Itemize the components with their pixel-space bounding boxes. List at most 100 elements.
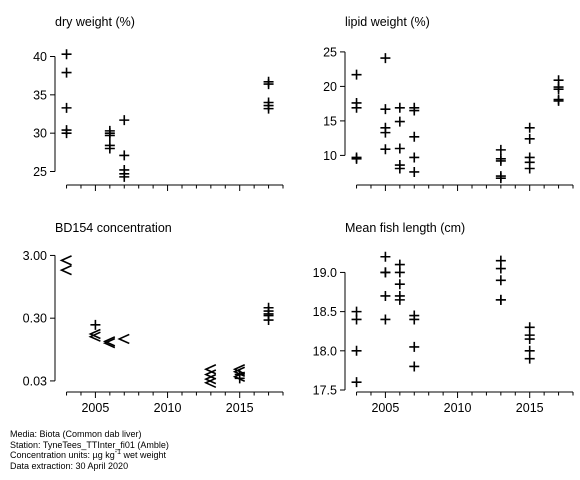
data-point xyxy=(409,166,420,177)
data-point xyxy=(351,345,362,356)
data-point-less-than xyxy=(88,331,101,342)
data-point xyxy=(495,294,506,305)
data-point xyxy=(61,128,72,139)
data-point xyxy=(394,267,405,278)
y-tick-label: 25 xyxy=(33,165,47,179)
footer-notes: Media: Biota (Common dab liver) Station:… xyxy=(10,429,169,471)
data-point-less-than xyxy=(203,369,217,380)
y-tick-label: 40 xyxy=(33,50,47,64)
data-point xyxy=(90,319,101,330)
data-point xyxy=(409,105,420,116)
data-point xyxy=(263,103,274,114)
data-point-less-than xyxy=(59,255,72,266)
data-point xyxy=(524,163,535,174)
panel-lipid-weight: lipid weight (%) 10 15 20 25 xyxy=(323,15,574,191)
data-point-less-than xyxy=(203,377,217,389)
data-point xyxy=(380,144,391,155)
y-tick-label: 18.0 xyxy=(313,344,337,358)
y-tick-label: 20 xyxy=(323,80,337,94)
data-point xyxy=(524,122,535,133)
data-point xyxy=(495,155,506,166)
data-point xyxy=(351,69,362,80)
x-tick-label: 2015 xyxy=(516,401,544,415)
data-point xyxy=(380,267,391,278)
data-point xyxy=(495,173,506,184)
data-point xyxy=(351,314,362,325)
data-point-less-than xyxy=(232,371,246,382)
y-tick-label: 10 xyxy=(323,149,337,163)
x-tick-label: 2010 xyxy=(154,401,182,415)
data-point xyxy=(394,294,405,305)
panel-title: lipid weight (%) xyxy=(345,15,430,29)
footer-units-prefix: Concentration units: µg kg xyxy=(10,450,115,460)
data-point xyxy=(380,104,391,115)
data-point xyxy=(263,315,274,326)
data-point xyxy=(394,279,405,290)
data-point-less-than xyxy=(102,336,116,347)
footer-units: Concentration units: µg kg-1 wet weight xyxy=(10,449,169,461)
data-point xyxy=(380,290,391,301)
data-point xyxy=(104,130,115,141)
data-point xyxy=(394,116,405,127)
y-tick-label: 3.00 xyxy=(23,249,47,263)
x-tick-label: 2005 xyxy=(371,401,399,415)
data-point xyxy=(119,171,130,182)
data-point-less-than xyxy=(203,373,217,385)
data-point xyxy=(553,84,564,95)
data-point xyxy=(119,115,130,126)
data-point xyxy=(553,95,564,106)
y-tick-label: 0.03 xyxy=(23,374,47,388)
y-tick-label: 18.5 xyxy=(313,305,337,319)
data-point xyxy=(61,102,72,113)
data-point xyxy=(524,353,535,364)
data-point xyxy=(409,341,420,352)
x-tick-label: 2015 xyxy=(226,401,254,415)
panel-bd154-concentration: BD154 concentration 0.03 0.30 3.00 2005 2010 2… xyxy=(23,221,284,415)
data-point xyxy=(394,163,405,174)
y-tick-label: 0.30 xyxy=(23,312,47,326)
panel-title: Mean fish length (cm) xyxy=(345,221,465,235)
data-point xyxy=(495,275,506,286)
data-point xyxy=(380,314,391,325)
data-point xyxy=(524,334,535,345)
data-point xyxy=(104,143,115,154)
y-tick-label: 15 xyxy=(323,114,337,128)
footer-units-suffix: wet weight xyxy=(120,450,167,460)
data-point xyxy=(409,361,420,372)
y-tick-label: 30 xyxy=(33,127,47,141)
data-point xyxy=(394,143,405,154)
y-tick-label: 17.5 xyxy=(313,384,337,398)
data-point-less-than xyxy=(102,337,116,349)
x-tick-label: 2005 xyxy=(81,401,109,415)
data-point xyxy=(380,53,391,64)
data-point xyxy=(119,150,130,161)
data-point-less-than xyxy=(59,264,72,276)
data-point xyxy=(61,49,72,60)
data-point xyxy=(234,373,245,384)
footer-units-exponent: -1 xyxy=(114,449,121,456)
data-point-less-than xyxy=(117,333,130,345)
data-point xyxy=(380,251,391,262)
data-point xyxy=(351,102,362,113)
data-point xyxy=(409,314,420,325)
footer-extraction: Data extraction: 30 April 2020 xyxy=(10,460,129,471)
data-point xyxy=(351,153,362,164)
panel-dry-weight: dry weight (%) 25 30 35 40 xyxy=(33,15,284,191)
data-point xyxy=(351,377,362,388)
data-point-less-than xyxy=(88,328,101,340)
data-point-less-than xyxy=(232,364,246,375)
x-tick-label: 2010 xyxy=(444,401,472,415)
data-point xyxy=(495,263,506,274)
data-point xyxy=(409,131,420,142)
panel-mean-fish-length: Mean fish length (cm) 17.5 18.0 18.5 19.0 200… xyxy=(313,221,574,415)
data-point xyxy=(524,133,535,144)
panel-title: dry weight (%) xyxy=(55,15,135,29)
y-tick-label: 35 xyxy=(33,88,47,102)
data-point xyxy=(61,67,72,78)
y-tick-label: 19.0 xyxy=(313,266,337,280)
panel-title: BD154 concentration xyxy=(55,221,172,235)
footer-media: Media: Biota (Common dab liver) xyxy=(10,429,142,439)
footer-station: Station: TyneTees_TTInter_fi01 (Amble) xyxy=(10,439,169,450)
data-point xyxy=(263,79,274,90)
